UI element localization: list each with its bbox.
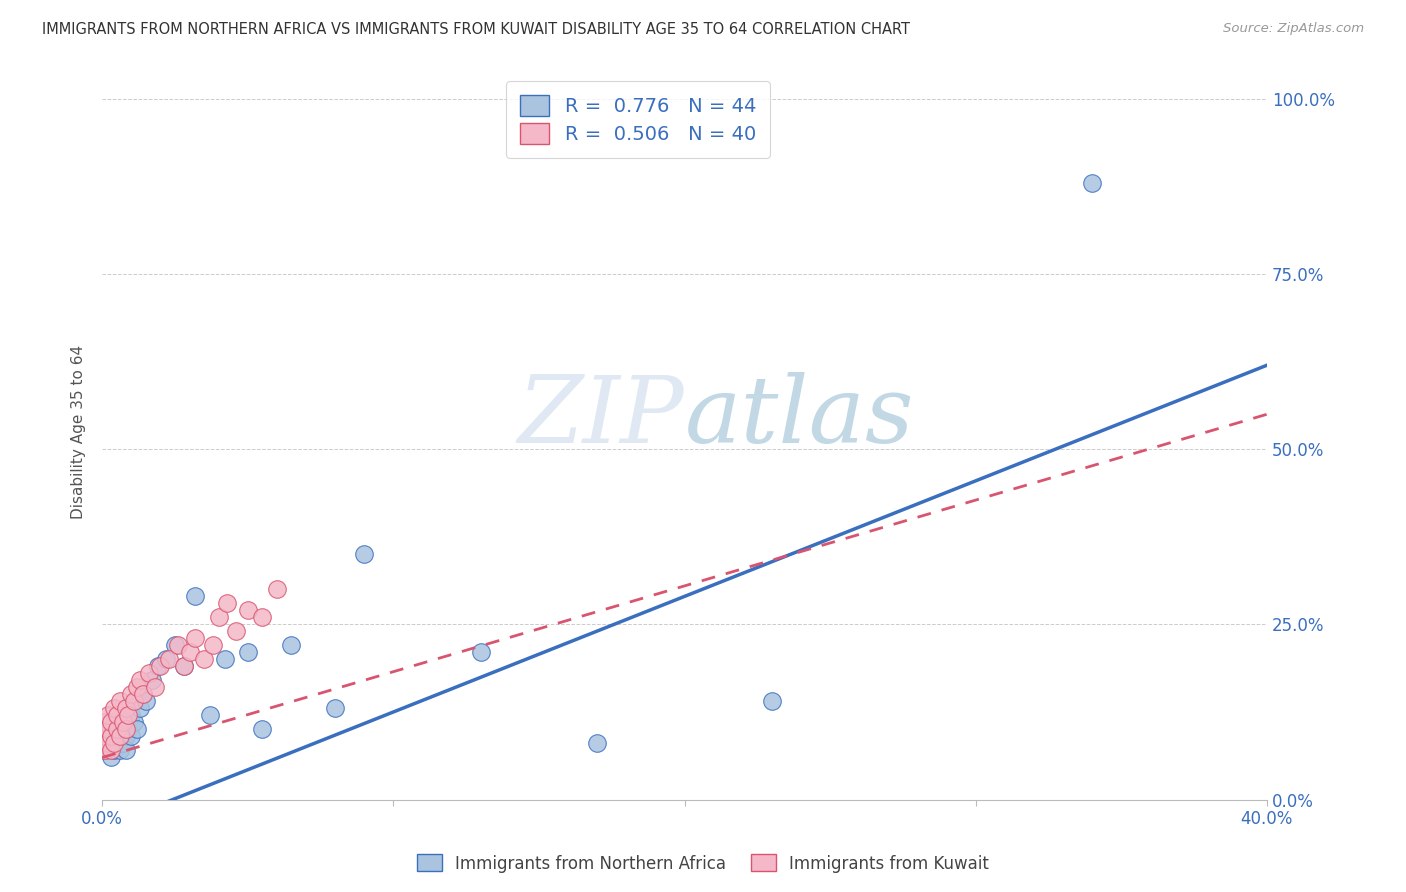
Point — [266, 582, 288, 597]
Point — [120, 688, 142, 702]
Point — [94, 743, 117, 757]
Point — [149, 659, 172, 673]
Point — [217, 596, 239, 610]
Text: atlas: atlas — [685, 372, 914, 462]
Point — [97, 743, 120, 757]
Point — [100, 750, 122, 764]
Point — [97, 723, 120, 737]
Point — [323, 701, 346, 715]
Point — [103, 730, 125, 744]
Point — [208, 610, 231, 624]
Point — [173, 659, 195, 673]
Point — [114, 743, 136, 757]
Point — [141, 673, 163, 688]
Point — [138, 666, 160, 681]
Point — [157, 652, 180, 666]
Point — [94, 743, 117, 757]
Point — [94, 737, 117, 751]
Point — [111, 715, 134, 730]
Point — [111, 737, 134, 751]
Point — [97, 723, 120, 737]
Point — [236, 603, 259, 617]
Legend: Immigrants from Northern Africa, Immigrants from Kuwait: Immigrants from Northern Africa, Immigra… — [411, 847, 995, 880]
Point — [97, 730, 120, 744]
Point — [100, 743, 122, 757]
Point — [117, 708, 139, 723]
Point — [108, 694, 131, 708]
Text: Source: ZipAtlas.com: Source: ZipAtlas.com — [1223, 22, 1364, 36]
Point — [105, 708, 128, 723]
Point — [114, 730, 136, 744]
Point — [146, 659, 169, 673]
Point — [129, 701, 152, 715]
Point — [280, 639, 302, 653]
Point — [353, 547, 375, 561]
Point — [761, 694, 783, 708]
Point — [143, 681, 166, 695]
Point — [120, 708, 142, 723]
Legend: R =  0.776   N = 44, R =  0.506   N = 40: R = 0.776 N = 44, R = 0.506 N = 40 — [506, 81, 769, 158]
Point — [127, 681, 149, 695]
Point — [97, 737, 120, 751]
Point — [129, 673, 152, 688]
Point — [155, 652, 177, 666]
Point — [94, 715, 117, 730]
Point — [470, 645, 492, 659]
Point — [252, 610, 274, 624]
Point — [127, 723, 149, 737]
Point — [201, 639, 224, 653]
Point — [108, 743, 131, 757]
Point — [236, 645, 259, 659]
Point — [167, 639, 190, 653]
Point — [586, 737, 609, 751]
Point — [105, 723, 128, 737]
Point — [1081, 176, 1104, 190]
Point — [100, 737, 122, 751]
Point — [135, 694, 157, 708]
Point — [103, 701, 125, 715]
Point — [114, 723, 136, 737]
Point — [184, 590, 207, 604]
Point — [252, 723, 274, 737]
Point — [103, 715, 125, 730]
Point — [184, 632, 207, 646]
Point — [103, 743, 125, 757]
Point — [198, 708, 221, 723]
Text: ZIP: ZIP — [517, 372, 685, 462]
Point — [179, 645, 201, 659]
Point — [103, 737, 125, 751]
Point — [122, 715, 145, 730]
Point — [132, 688, 155, 702]
Point — [105, 737, 128, 751]
Point — [97, 708, 120, 723]
Point — [132, 688, 155, 702]
Point — [163, 639, 186, 653]
Point — [100, 715, 122, 730]
Point — [225, 624, 247, 639]
Text: IMMIGRANTS FROM NORTHERN AFRICA VS IMMIGRANTS FROM KUWAIT DISABILITY AGE 35 TO 6: IMMIGRANTS FROM NORTHERN AFRICA VS IMMIG… — [42, 22, 910, 37]
Point — [122, 694, 145, 708]
Point — [100, 723, 122, 737]
Point — [193, 652, 215, 666]
Point — [100, 730, 122, 744]
Point — [108, 730, 131, 744]
Point — [94, 730, 117, 744]
Point — [214, 652, 236, 666]
Point — [111, 715, 134, 730]
Point — [108, 730, 131, 744]
Point — [114, 701, 136, 715]
Point — [120, 730, 142, 744]
Point — [173, 659, 195, 673]
Y-axis label: Disability Age 35 to 64: Disability Age 35 to 64 — [72, 344, 86, 519]
Point — [117, 723, 139, 737]
Point — [105, 723, 128, 737]
